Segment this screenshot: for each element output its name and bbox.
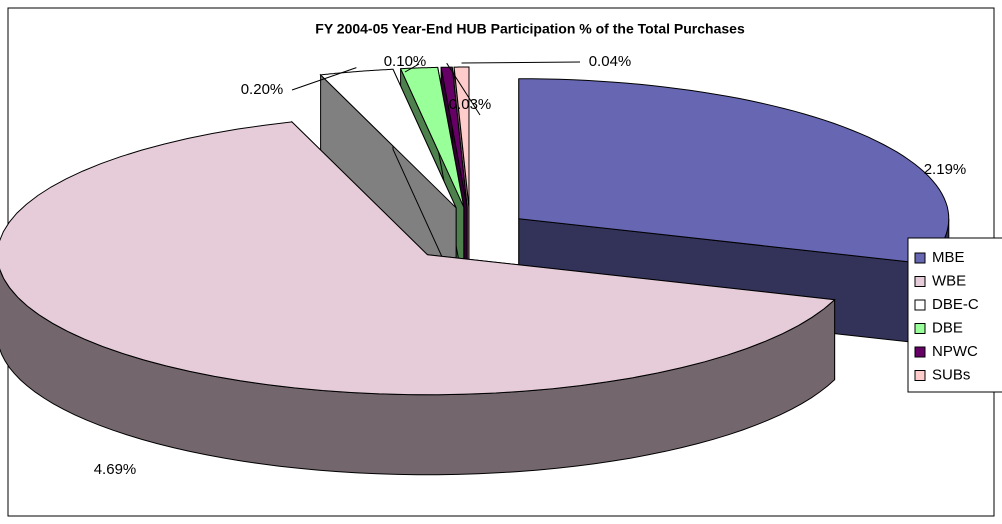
leader-line <box>291 67 357 91</box>
legend-swatch <box>914 276 926 287</box>
legend-box <box>907 237 1002 393</box>
slice <box>518 78 950 265</box>
slice <box>319 68 457 209</box>
legend-label: WBE <box>932 272 966 289</box>
leader-line <box>404 63 420 73</box>
leader-line <box>446 62 481 116</box>
slice <box>399 66 465 208</box>
legend-swatch <box>914 323 926 334</box>
slice <box>0 121 836 396</box>
legend-label: DBE <box>932 319 963 336</box>
data-label: 0.03% <box>449 96 492 113</box>
slice <box>440 66 468 208</box>
legend-label: SUBs <box>932 366 970 383</box>
legend: MBE WBE DBE-C DBE NPWC SUBs <box>907 237 1002 393</box>
chart-title: FY 2004-05 Year-End HUB Participation % … <box>315 21 745 37</box>
legend-swatch <box>914 252 926 264</box>
legend-label: DBE-C <box>932 296 979 313</box>
slice <box>453 66 470 208</box>
pie <box>0 66 950 476</box>
data-label: 0.20% <box>241 81 284 98</box>
leader-line <box>461 61 581 64</box>
data-label: 2.19% <box>924 161 967 178</box>
legend-swatch <box>914 299 926 311</box>
legend-swatch <box>914 370 926 381</box>
legend-swatch <box>914 346 926 358</box>
data-label: 4.69% <box>94 461 137 478</box>
data-labels: 2.19% 4.69% 0.20% 0.10% 0.03% 0.04% <box>94 53 967 478</box>
data-label: 0.04% <box>589 53 632 70</box>
data-label: 0.10% <box>384 53 427 70</box>
legend-label: NPWC <box>932 343 978 360</box>
legend-label: MBE <box>932 249 965 266</box>
